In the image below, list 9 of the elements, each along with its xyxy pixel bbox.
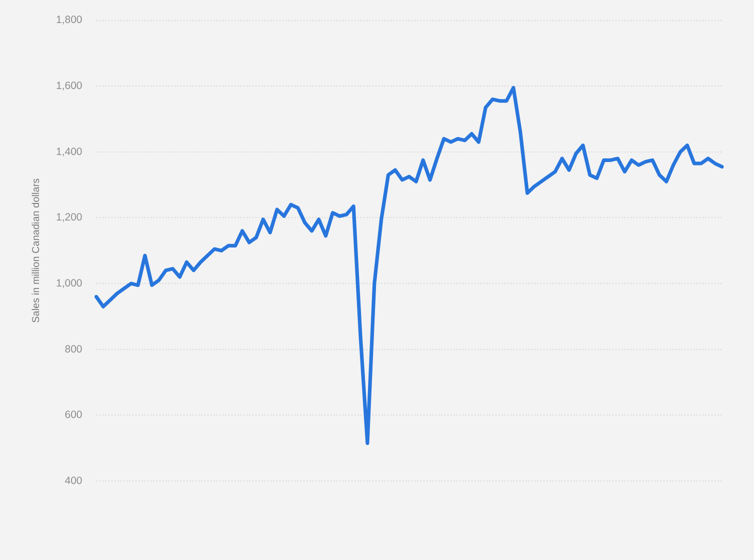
y-tick-label: 600 bbox=[64, 409, 82, 422]
y-tick-label: 1,000 bbox=[56, 277, 82, 290]
y-tick-label: 800 bbox=[64, 343, 82, 356]
y-tick-label: 400 bbox=[64, 474, 82, 487]
y-tick-label: 1,800 bbox=[56, 14, 82, 26]
y-tick-label: 1,200 bbox=[56, 212, 82, 224]
y-axis-title: Sales in million Canadian dollars bbox=[30, 178, 42, 323]
y-tick-label: 1,600 bbox=[56, 80, 82, 92]
y-tick-label: 1,400 bbox=[56, 146, 82, 158]
